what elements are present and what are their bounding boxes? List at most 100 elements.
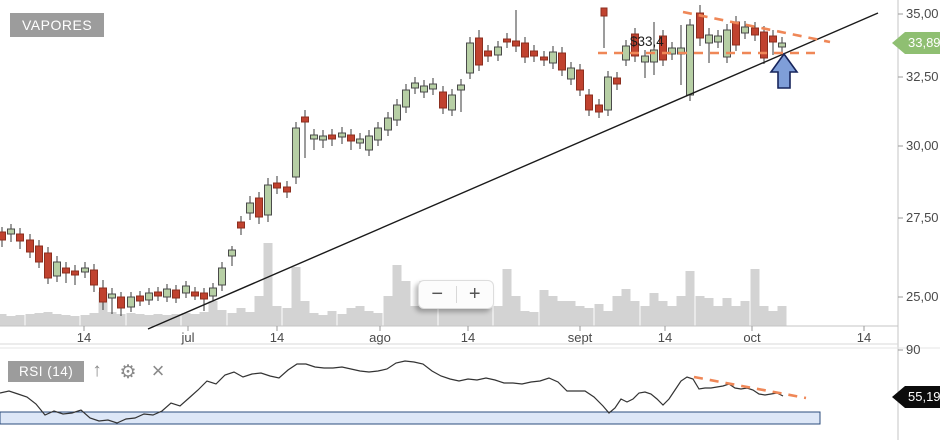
candlestick-up: [705, 34, 713, 44]
candlestick-down: [760, 31, 768, 59]
buy-signal-arrow[interactable]: [769, 52, 799, 89]
volume-bar: [584, 308, 594, 326]
candlestick-down: [696, 12, 704, 39]
volume-bar: [502, 269, 512, 326]
candlestick-down: [439, 91, 447, 109]
candlestick-up: [163, 288, 171, 298]
volume-bar: [438, 301, 448, 326]
volume-bar: [575, 306, 585, 326]
volume-bar: [318, 315, 328, 326]
candlestick-down: [117, 296, 125, 309]
candlestick-down: [613, 77, 621, 85]
candlestick-down: [512, 40, 520, 47]
candlestick-down: [732, 21, 740, 46]
price-axis-label: 30,00: [906, 138, 939, 153]
candlestick-down: [558, 52, 566, 71]
volume-bar: [337, 314, 347, 326]
zoom-in-button[interactable]: +: [468, 283, 481, 305]
volume-bar: [364, 311, 374, 326]
volume-bar: [25, 314, 35, 326]
candlestick-down: [283, 186, 291, 193]
volume-bar: [61, 315, 71, 326]
zoom-divider: [455, 286, 457, 303]
volume-bar: [254, 296, 264, 326]
rsi-band: [0, 411, 821, 425]
ascending-trendline[interactable]: [147, 12, 879, 330]
candlestick-up: [81, 267, 89, 273]
rsi-indicator-badge: RSI (14): [8, 361, 85, 382]
volume-bar: [107, 312, 117, 326]
volume-bar: [603, 311, 613, 326]
annotation-anchor[interactable]: [600, 7, 608, 17]
candlestick-down: [0, 231, 6, 241]
rsi-dashed-trendline[interactable]: [693, 375, 807, 400]
candlestick-down: [99, 287, 107, 303]
indicator-settings-icon[interactable]: ⚙: [119, 362, 137, 383]
volume-bar: [612, 296, 622, 326]
candlestick-down: [540, 56, 548, 61]
volume-bar: [731, 306, 741, 326]
volume-bar: [153, 314, 163, 326]
volume-bar: [713, 306, 723, 326]
candlestick-up: [292, 127, 300, 178]
move-indicator-up-icon[interactable]: ↑: [92, 360, 102, 381]
volume-bar: [529, 312, 539, 326]
volume-bar: [6, 316, 16, 326]
volume-bar: [245, 312, 255, 326]
candlestick-up: [53, 261, 61, 277]
volume-bar: [685, 271, 695, 326]
volume-bar: [15, 315, 25, 326]
volume-bar: [263, 243, 273, 326]
candlestick-up: [457, 84, 465, 91]
candlestick-down: [90, 269, 98, 286]
volume-bar: [483, 306, 493, 326]
candlestick-down: [595, 104, 603, 113]
volume-bar: [520, 311, 530, 326]
rsi-value-badge: 55,19: [892, 386, 940, 408]
volume-bar: [704, 298, 714, 326]
volume-bar: [410, 306, 420, 326]
zoom-out-button[interactable]: −: [431, 283, 444, 305]
time-axis-label: 14: [76, 330, 92, 345]
volume-bar: [511, 296, 521, 326]
volume-bar: [70, 316, 80, 326]
volume-bar: [144, 315, 154, 326]
candlestick-up: [778, 42, 786, 48]
candlestick-up: [567, 67, 575, 80]
volume-bar: [649, 293, 659, 326]
candlestick-up: [393, 104, 401, 121]
candlestick-down: [484, 50, 492, 57]
price-axis-label: 35,00: [906, 6, 939, 21]
volume-bar: [272, 306, 282, 326]
volume-bar: [199, 312, 209, 326]
volume-bar: [181, 313, 191, 326]
price-axis-label: 32,50: [906, 69, 939, 84]
time-axis-label: 14: [856, 330, 872, 345]
volume-bar: [291, 267, 301, 326]
candlestick-down: [191, 291, 199, 297]
volume-bar: [695, 296, 705, 326]
indicator-close-icon[interactable]: ×: [151, 358, 165, 383]
volume-bar: [52, 314, 62, 326]
volume-bar: [282, 308, 292, 326]
time-axis-label: 14: [657, 330, 673, 345]
volume-bar: [34, 313, 44, 326]
price-annotation-label: $33,4: [630, 34, 664, 49]
candlestick-down: [154, 291, 162, 297]
candlestick-down: [347, 134, 355, 142]
candlestick-up: [494, 46, 502, 56]
volume-bar: [227, 313, 237, 326]
volume-bar: [126, 313, 136, 326]
volume-bar: [630, 301, 640, 326]
candlestick-down: [35, 245, 43, 263]
volume-bar: [135, 314, 145, 326]
candlestick-up: [310, 134, 318, 140]
volume-bar: [80, 315, 90, 326]
candlestick-down: [631, 33, 639, 57]
candlestick-up: [429, 83, 437, 90]
candlestick-down: [62, 267, 70, 274]
candlestick-up: [108, 293, 116, 299]
candlestick-down: [585, 94, 593, 111]
